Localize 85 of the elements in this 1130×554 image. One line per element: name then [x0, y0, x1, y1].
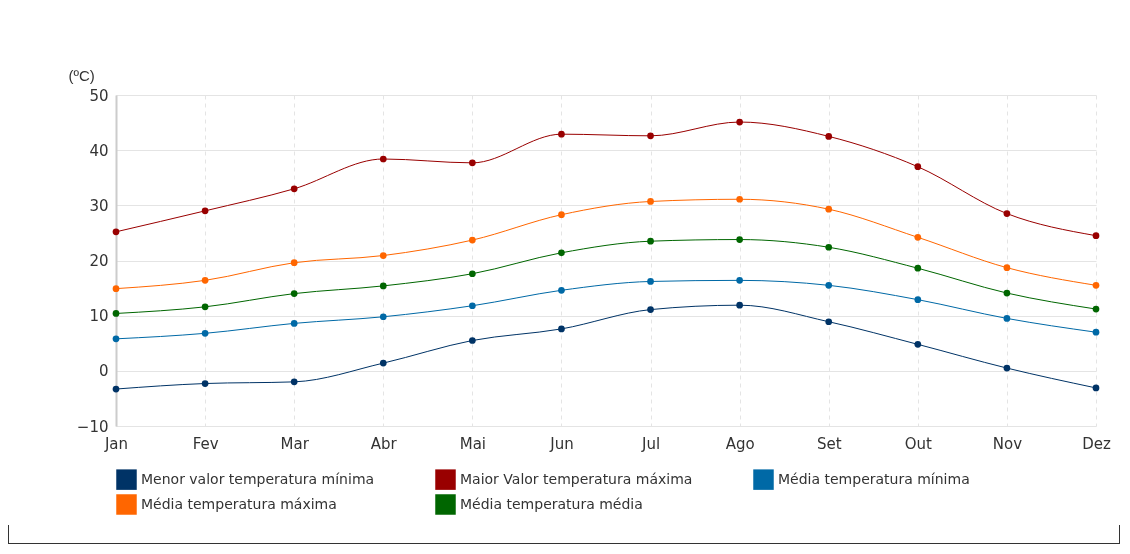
point [290, 378, 298, 386]
point [379, 359, 387, 367]
point [647, 198, 654, 205]
point [112, 335, 120, 343]
y-tick-label: 20 [89, 252, 109, 270]
point [647, 237, 654, 245]
x-tick-label: Jul [640, 434, 661, 453]
point [201, 277, 209, 284]
point [112, 285, 120, 292]
y-tick-label: 0 [98, 362, 109, 381]
point [558, 249, 565, 257]
point [736, 301, 743, 309]
x-tick-label: Set [816, 434, 842, 453]
point [1092, 328, 1100, 336]
x-tick-label: Out [904, 434, 933, 453]
point [1092, 384, 1100, 392]
x-tick-label: Mar [280, 434, 310, 453]
point [914, 163, 922, 171]
point [1003, 210, 1011, 217]
point [558, 325, 565, 333]
y-tick-label: 50 [89, 86, 109, 105]
point [647, 306, 654, 313]
legend-label: Média temperatura mínima [778, 470, 970, 487]
point [558, 211, 565, 219]
point [290, 290, 298, 297]
x-tick-label: Jan [103, 434, 129, 453]
point [914, 264, 922, 272]
point [1092, 232, 1100, 240]
point [469, 270, 476, 278]
x-tick-label: Ago [725, 434, 755, 453]
legend-label: Média temperatura média [460, 495, 643, 512]
point [647, 132, 654, 140]
point [1092, 305, 1100, 313]
point [558, 286, 565, 294]
point [290, 185, 298, 193]
point [736, 277, 743, 284]
point [201, 329, 209, 337]
x-tick-label: Jun [549, 434, 574, 453]
point [914, 341, 922, 348]
point [201, 303, 209, 311]
point [201, 380, 209, 387]
point [379, 155, 387, 163]
point [201, 207, 209, 215]
point [825, 243, 833, 251]
legend-label: Média temperatura máxima [141, 495, 337, 512]
point [1003, 364, 1011, 372]
point [379, 252, 387, 259]
x-tick-label: Dez [1082, 434, 1111, 453]
point [736, 236, 743, 243]
y-tick-label: 10 [89, 307, 109, 326]
legend-label: Menor valor temperatura mínima [141, 470, 375, 487]
y-tick-label: 40 [89, 141, 109, 160]
point [1092, 281, 1100, 289]
y-axis-title: (ºC) [68, 66, 95, 84]
point [825, 205, 833, 213]
point [379, 282, 387, 290]
y-tick-label: −10 [76, 417, 109, 436]
point [558, 130, 565, 138]
point [736, 118, 743, 126]
y-tick-label: 30 [89, 196, 109, 215]
point [112, 385, 120, 393]
x-tick-label: Nov [992, 434, 1023, 453]
x-tick-label: Fev [192, 434, 219, 453]
point [825, 281, 833, 289]
point [469, 302, 476, 310]
point [914, 296, 922, 304]
point [825, 318, 833, 326]
x-tick-label: Mai [459, 434, 487, 453]
point [1003, 264, 1011, 272]
point [290, 259, 298, 267]
legend-label: Maior Valor temperatura máxima [460, 470, 693, 487]
point [1003, 315, 1011, 322]
point [379, 313, 387, 321]
point [290, 320, 298, 327]
point [469, 159, 476, 167]
point [914, 233, 922, 241]
point [1003, 289, 1011, 297]
point [112, 228, 120, 236]
point [469, 236, 476, 244]
point [825, 133, 833, 140]
x-tick-label: Abr [370, 434, 398, 453]
point [469, 337, 476, 344]
point [647, 278, 654, 285]
point [736, 195, 743, 203]
point [112, 310, 120, 317]
